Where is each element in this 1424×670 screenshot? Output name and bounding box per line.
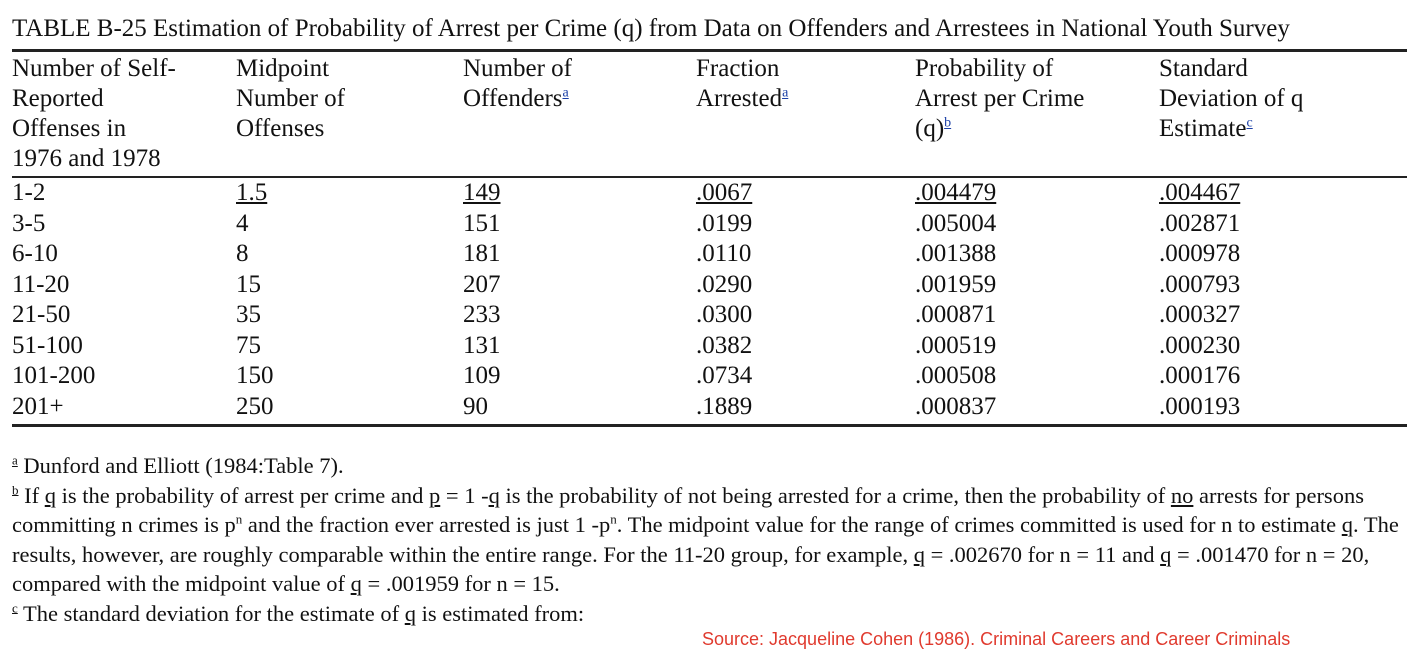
cell-offenders: 149 — [463, 179, 501, 206]
cell-offenders: 131 — [463, 331, 501, 359]
cell-midpoint: 250 — [236, 392, 274, 420]
table-row: 11-20 15 207 .0290 .001959 .000793 — [12, 270, 1407, 301]
cell-midpoint: 8 — [236, 240, 249, 267]
cell-fraction-arrested: .0290 — [696, 270, 753, 298]
cell-offenders: 207 — [463, 270, 501, 298]
cell-probability: .005004 — [915, 209, 997, 237]
source-caption: Source: Jacqueline Cohen (1986). Crimina… — [702, 629, 1291, 649]
cell-probability: .000871 — [915, 301, 997, 328]
footnote-link-a[interactable]: a — [562, 85, 569, 101]
table-row: 101-200 150 109 .0734 .000508 .000176 — [12, 361, 1407, 392]
cell-midpoint: 4 — [236, 209, 249, 237]
cell-midpoint: 75 — [236, 331, 261, 359]
header-probability-of-arrest: Probability of Arrest per Crime (q)b — [915, 55, 1085, 142]
cell-probability: .000837 — [915, 392, 997, 420]
footnote-a: a Dunford and Elliott (1984:Table 7). — [12, 452, 344, 478]
cell-fraction-arrested: .0300 — [696, 301, 753, 328]
cell-offenders: 181 — [463, 240, 501, 267]
header-standard-deviation: Standard Deviation of q Estimatec — [1159, 55, 1304, 142]
table-row: 51-100 75 131 .0382 .000519 .000230 — [12, 331, 1407, 362]
cell-midpoint: 150 — [236, 362, 274, 389]
cell-std-dev: .000230 — [1159, 331, 1241, 359]
footnote-link-c[interactable]: c — [1246, 115, 1253, 131]
footnote-link-a[interactable]: a — [782, 85, 789, 101]
footnote-b: b If q is the probability of arrest per … — [12, 482, 1399, 597]
cell-offenders: 151 — [463, 209, 501, 237]
footnote-c: c The standard deviation for the estimat… — [12, 600, 585, 626]
header-midpoint-offenses: Midpoint Number of Offenses — [236, 55, 345, 142]
cell-offense-range: 11-20 — [12, 270, 70, 298]
cell-offense-range: 51-100 — [12, 331, 83, 359]
cell-fraction-arrested: .0382 — [696, 331, 753, 359]
table-row: 3-5 4 151 .0199 .005004 .002871 — [12, 209, 1407, 240]
cell-offense-range: 3-5 — [12, 209, 46, 237]
cell-fraction-arrested: .0067 — [696, 179, 753, 206]
cell-offense-range: 6-10 — [12, 240, 58, 267]
cell-offense-range: 201+ — [12, 392, 64, 420]
header-fraction-arrested: Fraction Arresteda — [696, 55, 789, 112]
cell-fraction-arrested: .1889 — [696, 392, 753, 420]
cell-midpoint: 1.5 — [236, 179, 268, 206]
data-table: Number of Self- Reported Offenses in 1976 a… — [12, 52, 1407, 422]
cell-offense-range: 21-50 — [12, 301, 71, 328]
cell-std-dev: .004467 — [1159, 179, 1241, 206]
bottom-rule — [12, 424, 1407, 427]
cell-probability: .001959 — [915, 270, 997, 298]
footnote-link-b[interactable]: b — [944, 115, 952, 131]
table-row: 1-2 1.5 149 .0067 .004479 .004467 — [12, 178, 1407, 209]
cell-offenders: 233 — [463, 301, 501, 328]
cell-offenders: 90 — [463, 392, 488, 420]
cell-std-dev: .000193 — [1159, 392, 1241, 420]
table-page: TABLE B-25 Estimation of Probability of … — [12, 14, 1407, 628]
cell-fraction-arrested: .0734 — [696, 362, 753, 389]
header-rule — [12, 176, 1407, 178]
table-row: 6-10 8 181 .0110 .001388 .000978 — [12, 239, 1407, 270]
cell-probability: .004479 — [915, 179, 997, 206]
cell-fraction-arrested: .0199 — [696, 209, 753, 237]
cell-midpoint: 15 — [236, 270, 261, 298]
table-row: 201+ 250 90 .1889 .000837 .000193 — [12, 392, 1407, 423]
cell-probability: .000508 — [915, 362, 997, 389]
table-title: TABLE B-25 Estimation of Probability of … — [12, 15, 1290, 42]
footnotes: a Dunford and Elliott (1984:Table 7). b … — [12, 451, 1407, 628]
cell-offense-range: 1-2 — [12, 179, 46, 206]
header-number-of-offenders: Number of Offendersa — [463, 55, 572, 112]
cell-std-dev: .000793 — [1159, 270, 1241, 298]
cell-std-dev: .000176 — [1159, 362, 1241, 389]
header-self-reported-offenses: Number of Self- Reported Offenses in 1976 a… — [12, 55, 176, 172]
top-rule — [12, 49, 1407, 52]
cell-std-dev: .002871 — [1159, 209, 1241, 237]
cell-probability: .001388 — [915, 240, 997, 267]
cell-std-dev: .000327 — [1159, 301, 1241, 328]
header-row: Number of Self- Reported Offenses in 1976 a… — [12, 52, 1407, 176]
cell-std-dev: .000978 — [1159, 240, 1241, 267]
cell-midpoint: 35 — [236, 301, 261, 328]
cell-offenders: 109 — [463, 362, 501, 389]
cell-probability: .000519 — [915, 331, 997, 359]
cell-fraction-arrested: .0110 — [696, 240, 752, 267]
table-row: 21-50 35 233 .0300 .000871 .000327 — [12, 300, 1407, 331]
cell-offense-range: 101-200 — [12, 362, 96, 389]
